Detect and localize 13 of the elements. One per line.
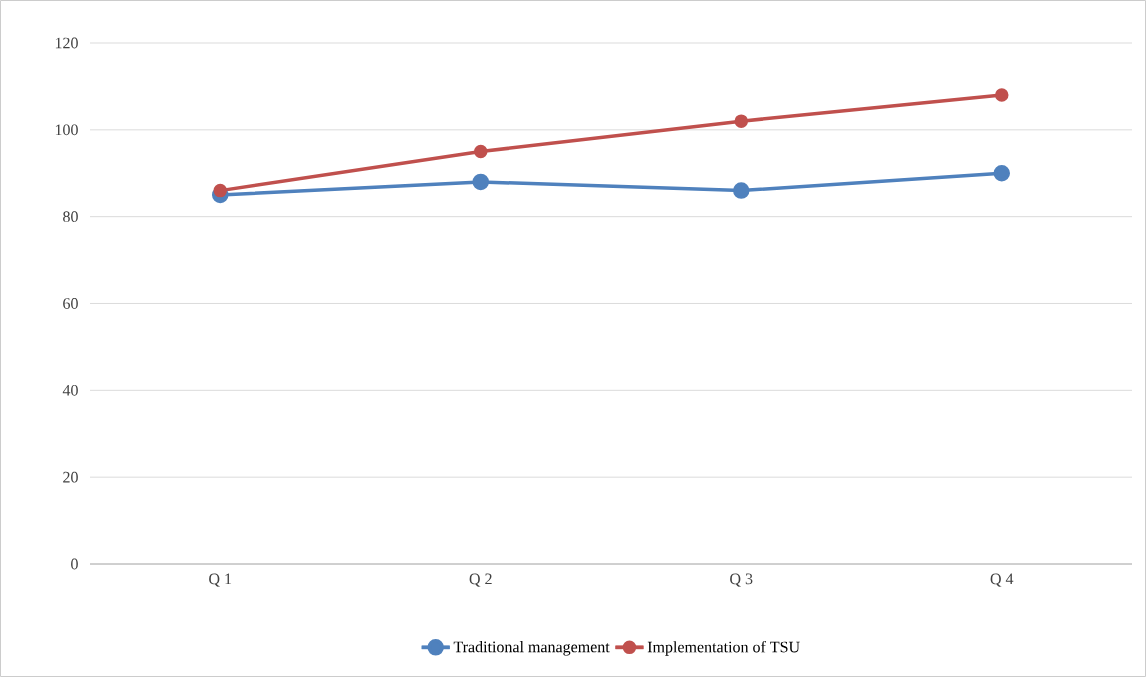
x-tick-label: Q 3 xyxy=(730,573,753,587)
y-tick-label: 120 xyxy=(55,37,78,49)
y-tick-label: 80 xyxy=(63,211,78,223)
y-tick-label: 100 xyxy=(55,124,78,136)
x-tick-label: Q 1 xyxy=(209,573,232,587)
y-tick-label: 60 xyxy=(63,298,78,309)
y-tick-label: 40 xyxy=(62,384,78,396)
legend-label: Implementation of TSU xyxy=(647,640,800,656)
x-tick-label: Q 2 xyxy=(469,573,492,587)
x-tick-label: Q 4 xyxy=(990,573,1014,587)
y-tick-label: 20 xyxy=(63,471,78,483)
y-tick-label: 0 xyxy=(71,558,78,570)
legend-label: Traditional management xyxy=(453,641,610,656)
